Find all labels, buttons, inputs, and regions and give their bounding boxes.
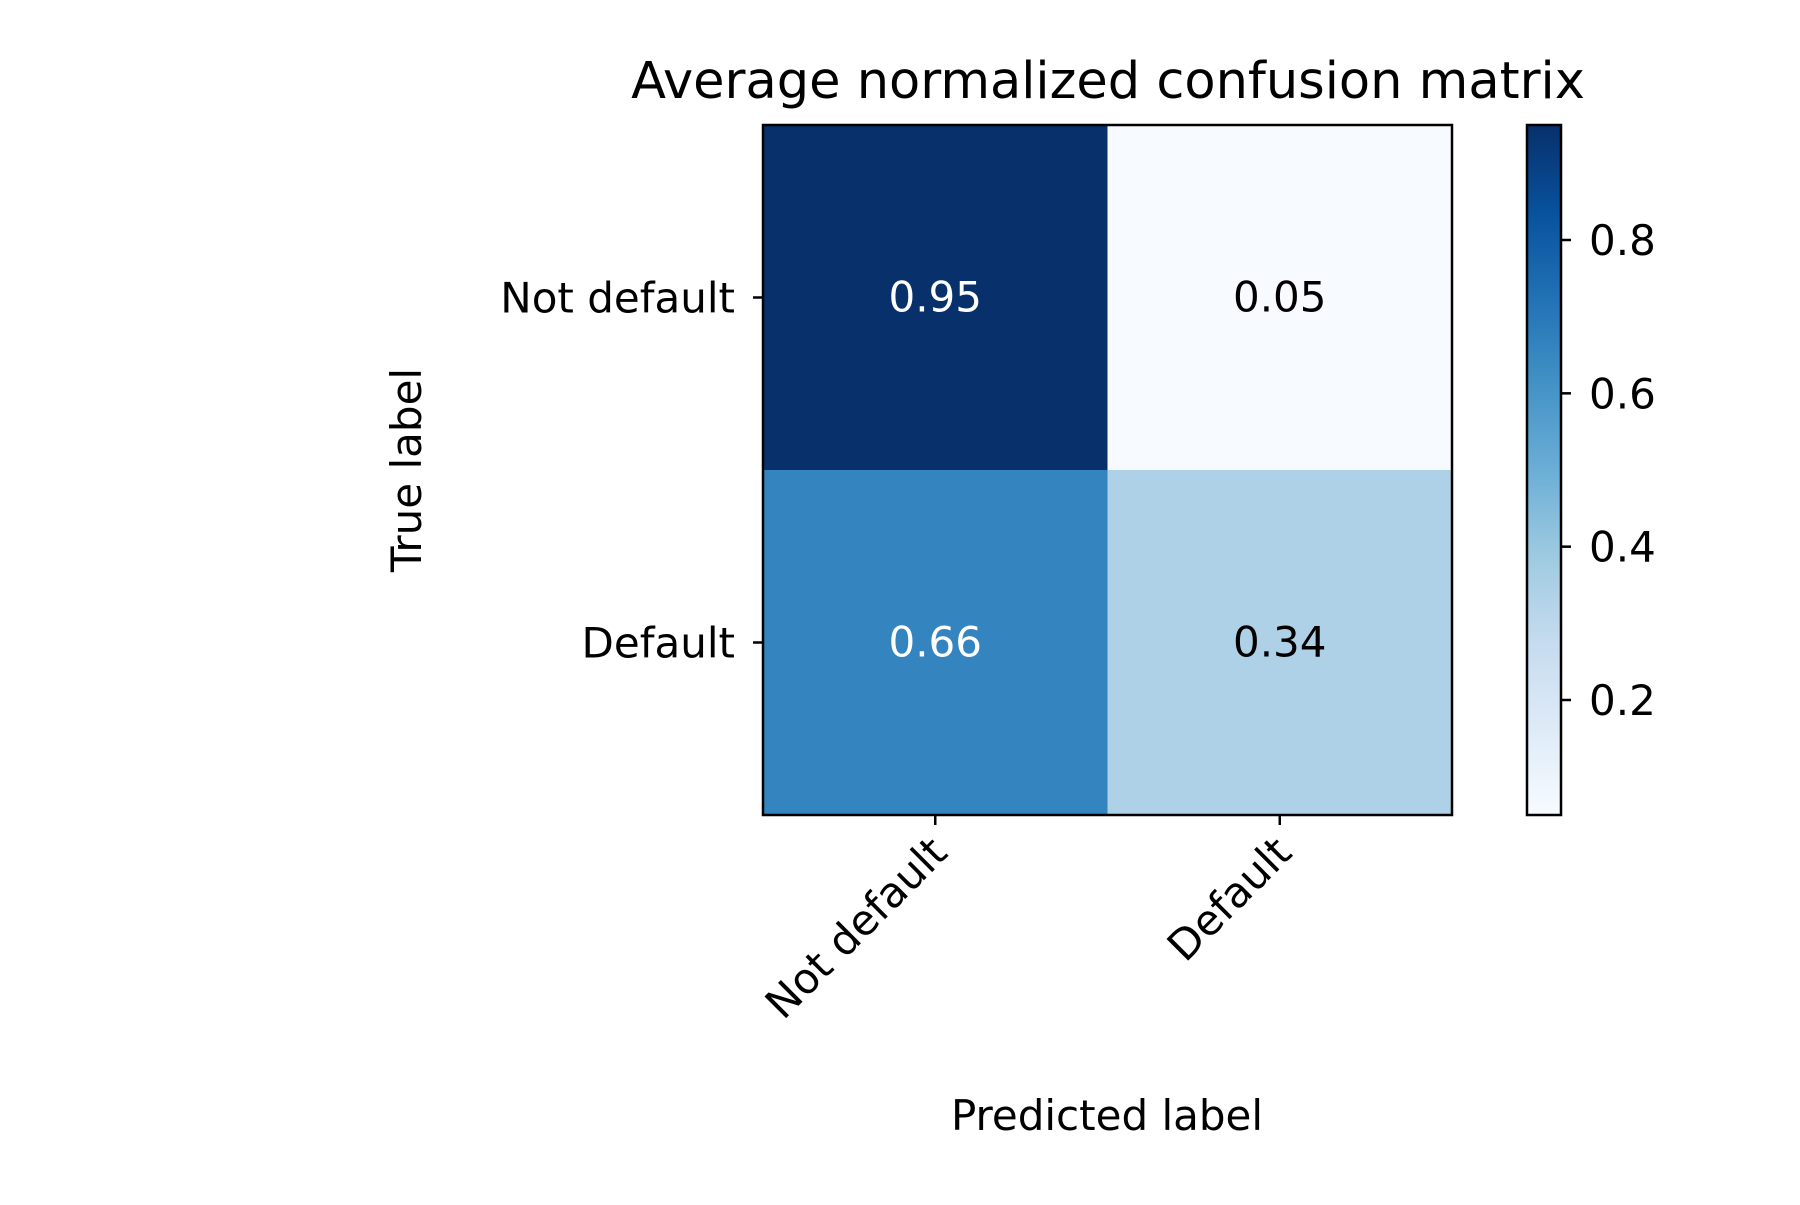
cell-value-label: 0.05 (1233, 273, 1327, 322)
colorbar-tick-label: 0.4 (1589, 523, 1656, 572)
plot-frame (761, 123, 1454, 817)
x-axis-ticks: Not default Default (756, 815, 1301, 1028)
colorbar (1525, 123, 1563, 817)
heatmap-cells: 0.95 0.05 0.66 0.34 (763, 125, 1453, 816)
heatmap-cell (1107, 125, 1453, 471)
cell-value-label: 0.34 (1233, 618, 1327, 667)
x-tick-label: Default (1158, 827, 1301, 970)
heatmap-cell (1107, 470, 1453, 816)
colorbar-tick-label: 0.6 (1589, 369, 1656, 418)
cell-value-label: 0.66 (888, 618, 982, 667)
chart-title: Average normalized confusion matrix (631, 52, 1585, 111)
y-tick-label: Not default (500, 274, 735, 323)
colorbar-tick-label: 0.2 (1589, 676, 1656, 725)
colorbar-tick-label: 0.8 (1589, 216, 1656, 265)
y-axis-label: True label (382, 368, 431, 573)
y-tick-label: Default (582, 619, 735, 668)
y-axis-ticks: Not default Default (500, 274, 763, 668)
colorbar-ticks: 0.2 0.4 0.6 0.8 (1561, 216, 1656, 725)
heatmap-cell (763, 470, 1108, 816)
cell-value-label: 0.95 (888, 273, 982, 322)
x-tick-label: Not default (756, 827, 957, 1028)
x-axis-label: Predicted label (951, 1091, 1263, 1140)
heatmap-cell (763, 125, 1108, 471)
